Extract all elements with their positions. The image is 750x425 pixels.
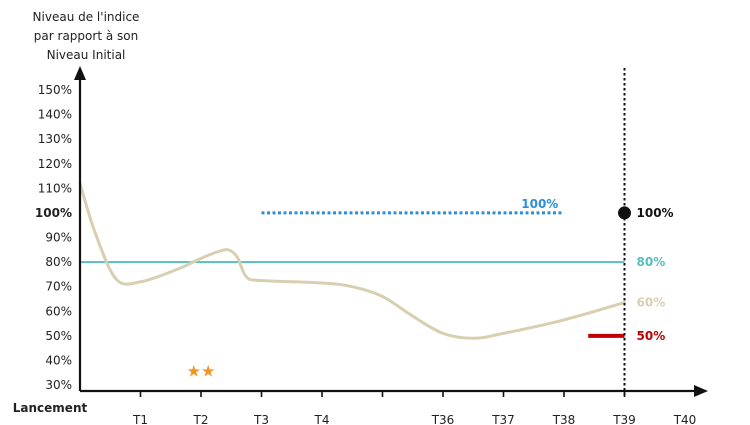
y-tick-labels: 150% 140% 130% 120% 110% 100% 90% 80% 70% 60% 50% 4… <box>35 83 72 392</box>
right-labels: 100% 80% 50% 60% 100% ★★ <box>187 197 674 380</box>
y-axis-title-line-1: Niveau de l'indice <box>33 10 140 24</box>
y-tick-label-6: 90% <box>45 231 72 245</box>
y-axis-title-line-3: Niveau Initial <box>47 48 126 62</box>
y-tick-label-2: 130% <box>38 132 72 146</box>
y-tick-label-3: 120% <box>38 157 72 171</box>
star-annotation: ★★ <box>187 361 216 380</box>
y-tick-label-9: 60% <box>45 304 72 318</box>
series-line-0 <box>78 181 626 340</box>
reference-label-2: 50% <box>637 329 666 343</box>
x-axis-arrow <box>694 385 708 397</box>
y-tick-label-8: 70% <box>45 280 72 294</box>
y-tick-label-7: 80% <box>45 255 72 269</box>
y-tick-label-10: 50% <box>45 329 72 343</box>
end-marker-label-0: 100% <box>637 206 674 220</box>
reference-label-0: 100% <box>521 197 558 211</box>
series-end-label-0: 60% <box>637 296 666 310</box>
x-tick-label-8: T39 <box>612 413 636 425</box>
reference-label-1: 80% <box>637 255 666 269</box>
y-tick-label-4: 110% <box>38 181 72 195</box>
y-tick-label-12: 30% <box>45 378 72 392</box>
y-axis-title-line-2: par rapport à son <box>34 29 138 43</box>
reference-lines <box>80 211 625 338</box>
x-tick-label-0: T1 <box>132 413 148 425</box>
y-axis-title: Niveau de l'indice par rapport à son Niv… <box>33 10 140 62</box>
x-tick-label-3: T4 <box>314 413 330 425</box>
y-axis-arrow <box>74 66 86 80</box>
series-layer <box>78 181 626 340</box>
x-tick-label-5: T36 <box>431 413 455 425</box>
x-tick-label-2: T3 <box>253 413 269 425</box>
x-start-label: Lancement <box>13 401 88 415</box>
axes <box>74 66 708 397</box>
end-marker-0 <box>618 206 631 220</box>
x-tick-label-7: T38 <box>552 413 576 425</box>
x-tick-label-9: T40 <box>673 413 697 425</box>
x-tick-label-1: T2 <box>193 413 209 425</box>
x-tick-labels: T1 T2 T3 T4 T36 T37 T38 T39 T40 <box>132 413 696 425</box>
y-tick-label-1: 140% <box>38 108 72 122</box>
y-tick-label-11: 40% <box>45 353 72 367</box>
x-tick-label-6: T37 <box>491 413 515 425</box>
y-tick-label-5: 100% <box>35 206 72 220</box>
y-tick-label-0: 150% <box>38 83 72 97</box>
